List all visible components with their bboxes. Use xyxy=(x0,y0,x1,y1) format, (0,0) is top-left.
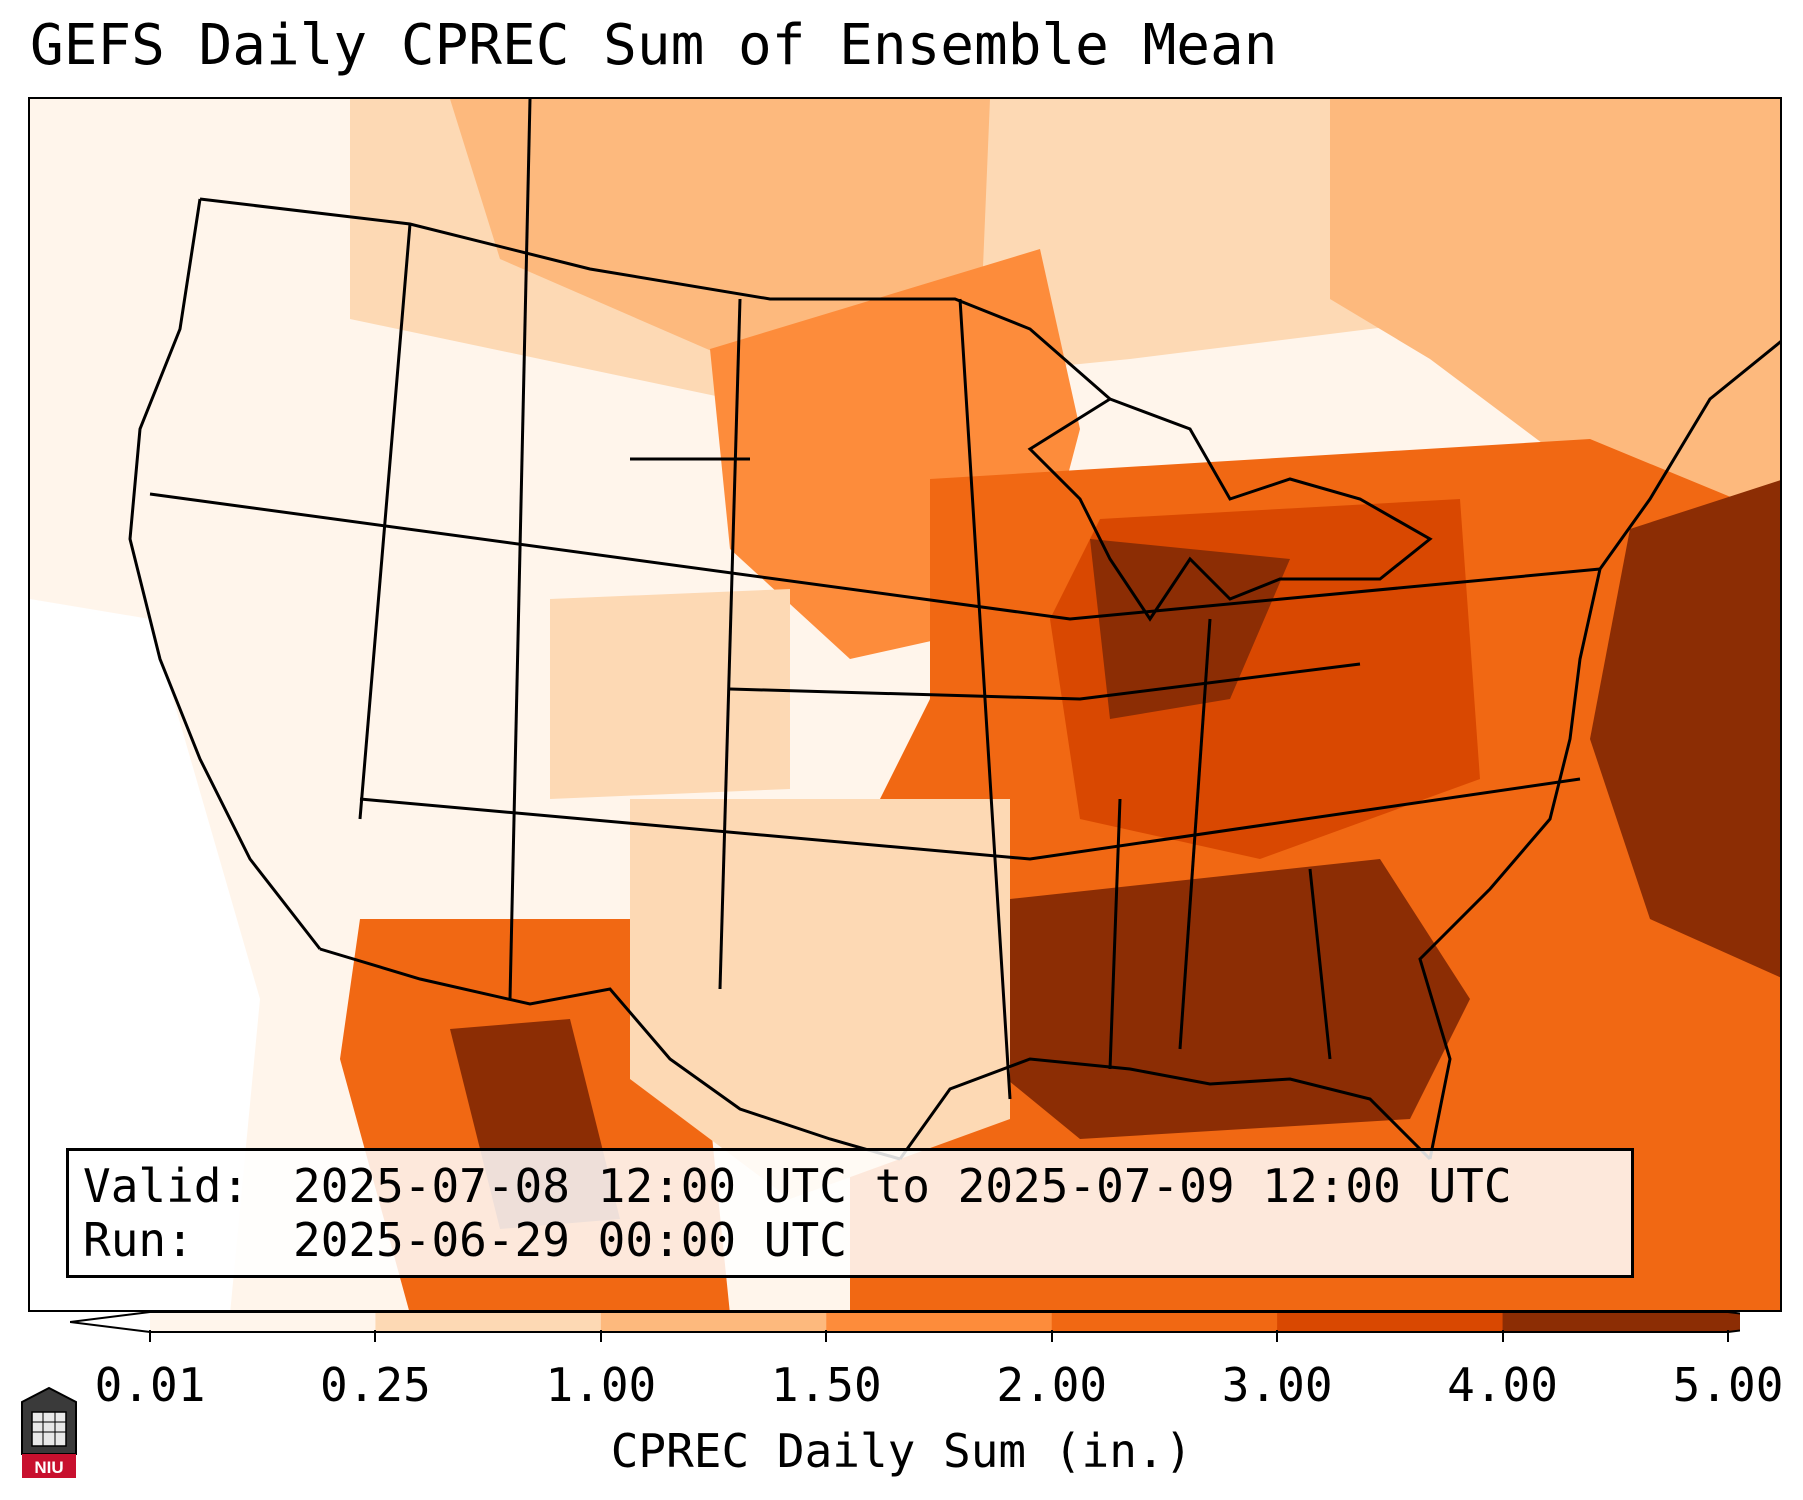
colorbar-tick-label: 0.01 xyxy=(94,1358,206,1412)
colorbar-segment xyxy=(1051,1312,1278,1332)
precip-gulf-core xyxy=(970,859,1470,1139)
colorbar-segment xyxy=(826,1312,1053,1332)
colorbar-tick xyxy=(1276,1330,1279,1342)
colorbar-tick xyxy=(599,1330,602,1342)
colorbar-tick xyxy=(825,1330,828,1342)
colorbar-segment xyxy=(1502,1312,1729,1332)
colorbar-tick-label: 3.00 xyxy=(1221,1358,1333,1412)
state-line-6 xyxy=(359,777,1581,861)
colorbar-segment xyxy=(150,1312,376,1332)
colorbar-tick-label: 1.00 xyxy=(545,1358,657,1412)
us-mexico-border xyxy=(319,947,901,1161)
colorbar-tick xyxy=(149,1330,151,1342)
great-lakes xyxy=(1027,397,1433,622)
valid-run-info-box: Valid: 2025-07-08 12:00 UTC to 2025-07-09… xyxy=(66,1148,1634,1278)
precip-north-plains xyxy=(450,99,990,359)
colorbar-tick xyxy=(374,1330,377,1342)
state-line-11 xyxy=(1108,798,1122,1070)
colorbar-tick-label: 1.50 xyxy=(770,1358,882,1412)
run-value: 2025-06-29 00:00 UTC xyxy=(293,1213,847,1267)
colorbar-tick-label: 0.25 xyxy=(320,1358,431,1412)
colorbar xyxy=(70,1311,1740,1333)
state-line-5 xyxy=(149,492,1601,621)
precip-midwest-core xyxy=(1090,539,1290,719)
run-key: Run: xyxy=(83,1213,194,1267)
state-line-2 xyxy=(718,298,742,990)
colorbar-tick-label: 5.00 xyxy=(1672,1358,1784,1412)
precip-colorado xyxy=(550,589,790,799)
state-line-1 xyxy=(508,99,532,1000)
colorbar-tick-label: 4.00 xyxy=(1447,1358,1558,1412)
niu-logo-icon: NIU xyxy=(21,1386,77,1478)
west-coast xyxy=(128,198,322,950)
state-line-4 xyxy=(358,223,412,820)
colorbar-segment xyxy=(1277,1312,1504,1332)
colorbar-under-arrow xyxy=(70,1312,150,1332)
colorbar-tick-label: 2.00 xyxy=(996,1358,1108,1412)
colorbar-tick xyxy=(1727,1330,1729,1342)
map-graphic xyxy=(30,99,1780,1310)
colorbar-ticks: 0.01 0.25 1.00 1.50 2.00 3.00 4.00 5.00 xyxy=(0,1330,1803,1412)
map-title: GEFS Daily CPREC Sum of Ensemble Mean xyxy=(30,13,1278,78)
precip-atlantic-core xyxy=(1590,480,1780,978)
gulf-coast xyxy=(898,1057,1432,1161)
precip-canada-east xyxy=(1330,99,1780,519)
state-line-10 xyxy=(1308,868,1332,1060)
niu-logo-text: NIU xyxy=(34,1458,63,1477)
colorbar-tick xyxy=(1050,1330,1053,1342)
state-line-7 xyxy=(729,662,1361,701)
colorbar-label: CPREC Daily Sum (in.) xyxy=(610,1424,1193,1478)
boundary-lines xyxy=(128,99,1780,1161)
colorbar-segment xyxy=(375,1312,602,1332)
valid-key: Valid: xyxy=(83,1159,250,1213)
state-line-3 xyxy=(958,298,1012,1100)
precip-pacific-clear xyxy=(30,599,260,1310)
colorbar-segments xyxy=(70,1312,1740,1332)
valid-value: 2025-07-08 12:00 UTC to 2025-07-09 12:00… xyxy=(293,1159,1512,1213)
precipitation-map xyxy=(28,97,1782,1312)
precip-fields xyxy=(30,99,1780,1310)
colorbar-segment xyxy=(600,1312,827,1332)
colorbar-tick xyxy=(1501,1330,1504,1342)
east-coast xyxy=(1418,340,1780,1160)
state-line-9 xyxy=(1178,618,1212,1050)
colorbar-over-arrow xyxy=(1728,1312,1740,1332)
